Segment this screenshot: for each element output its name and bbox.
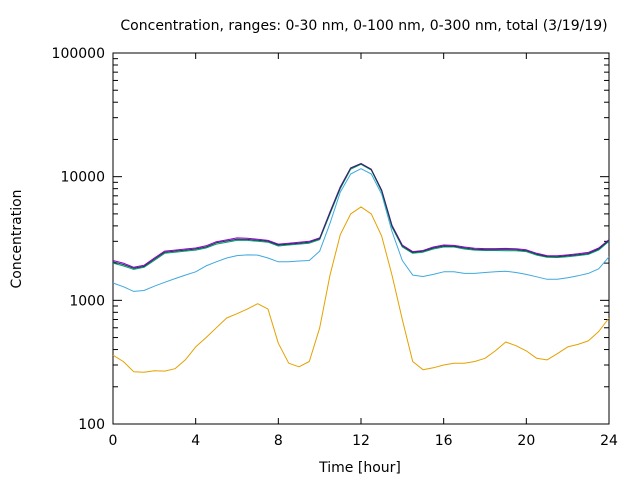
series-line-5	[112, 163, 610, 269]
chart-title: Concentration, ranges: 0-30 nm, 0-100 nm…	[120, 18, 607, 34]
series-line-1	[112, 206, 610, 373]
x-tick-label: 0	[109, 433, 118, 449]
y-tick-label: 100000	[52, 46, 105, 62]
plot-frame	[112, 52, 610, 425]
y-axis-ticks: 100 1000 10000 100000	[52, 46, 609, 433]
x-tick-label: 4	[191, 433, 200, 449]
x-axis-ticks: 0 4 8 12 16 20 24	[109, 53, 618, 449]
x-tick-label: 16	[435, 433, 453, 449]
series-layer	[112, 162, 610, 373]
series-line-4	[112, 162, 610, 268]
x-tick-label: 20	[517, 433, 535, 449]
x-axis-label: Time [hour]	[318, 460, 401, 476]
y-axis-label: Concentration	[9, 189, 25, 288]
x-tick-label: 24	[600, 433, 618, 449]
x-tick-label: 12	[352, 433, 370, 449]
y-tick-label: 10000	[60, 170, 105, 186]
y-tick-label: 1000	[69, 293, 105, 309]
series-line-2	[112, 168, 610, 292]
plot-area	[112, 52, 610, 425]
y-tick-label: 100	[78, 417, 105, 433]
x-tick-label: 8	[274, 433, 283, 449]
